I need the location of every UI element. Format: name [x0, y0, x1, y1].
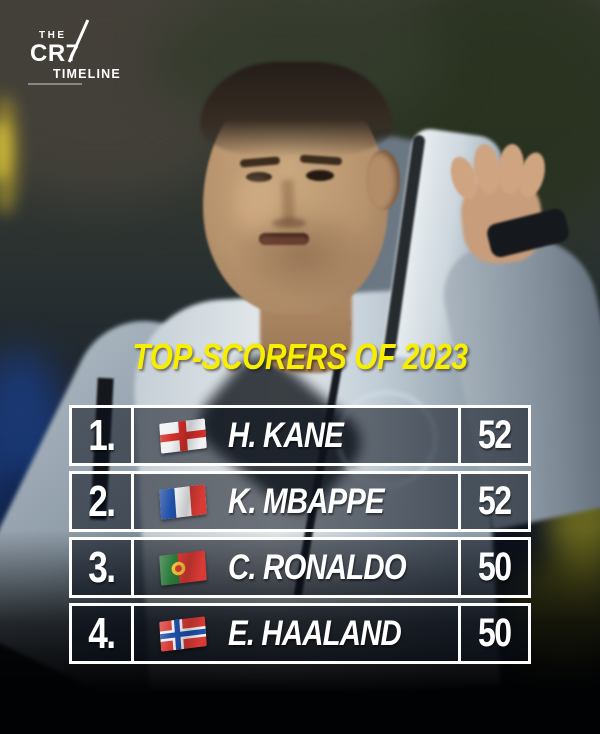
player-name: C. RONALDO: [228, 547, 407, 587]
logo-the-text: THE: [39, 30, 67, 41]
france-flag-icon: [159, 483, 207, 520]
hair-shape: [200, 62, 392, 157]
table-row: 3. C. RONALDO 50: [69, 537, 531, 598]
rank-text: 1.: [88, 410, 116, 460]
jaw-stubble-shape: [228, 205, 376, 305]
score-cell: 52: [458, 474, 528, 529]
photo-blur-yellow-left-hot: [0, 120, 10, 180]
page-title-text: TOP-SCORERS OF 2023: [132, 336, 468, 377]
top-scorers-table: 1. H. KANE 52 2.: [69, 405, 531, 664]
rank-cell: 3.: [72, 540, 134, 595]
rank-cell: 1.: [72, 408, 134, 463]
table-row: 2. K. MBAPPE 52: [69, 471, 531, 532]
rank-text: 2.: [88, 476, 116, 526]
score-text: 50: [478, 545, 512, 589]
rank-cell: 4.: [72, 606, 134, 661]
score-text: 52: [478, 413, 512, 457]
logo-underline: [28, 83, 82, 85]
player-cell: K. MBAPPE: [134, 474, 458, 529]
player-name: K. MBAPPE: [228, 481, 385, 521]
page-title: TOP-SCORERS OF 2023: [0, 336, 600, 378]
player-name: E. HAALAND: [228, 613, 402, 653]
score-text: 52: [478, 479, 512, 523]
player-name: H. KANE: [228, 415, 344, 455]
table-row: 1. H. KANE 52: [69, 405, 531, 466]
england-flag-icon: [159, 417, 207, 454]
cheek-highlight-shape: [233, 173, 278, 233]
score-cell: 52: [458, 408, 528, 463]
nostril-shadow-shape: [272, 218, 306, 228]
norway-flag-icon: [159, 615, 207, 652]
player-cell: C. RONALDO: [134, 540, 458, 595]
portugal-flag-icon: [159, 549, 207, 586]
player-cell: H. KANE: [134, 408, 458, 463]
rank-cell: 2.: [72, 474, 134, 529]
table-row: 4. E. HAALAND 50: [69, 603, 531, 664]
score-cell: 50: [458, 540, 528, 595]
left-eye-shape: [246, 172, 272, 182]
mouth-shape: [259, 233, 309, 245]
score-text: 50: [478, 611, 512, 655]
ear-shape: [366, 150, 400, 210]
rank-text: 4.: [88, 608, 116, 658]
rank-text: 3.: [88, 542, 116, 592]
right-eye-shape: [306, 170, 334, 181]
cr7-timeline-logo: THE CR7 TIMELINE: [28, 19, 121, 85]
player-cell: E. HAALAND: [134, 606, 458, 661]
logo-timeline-text: TIMELINE: [53, 67, 121, 82]
score-cell: 50: [458, 606, 528, 661]
